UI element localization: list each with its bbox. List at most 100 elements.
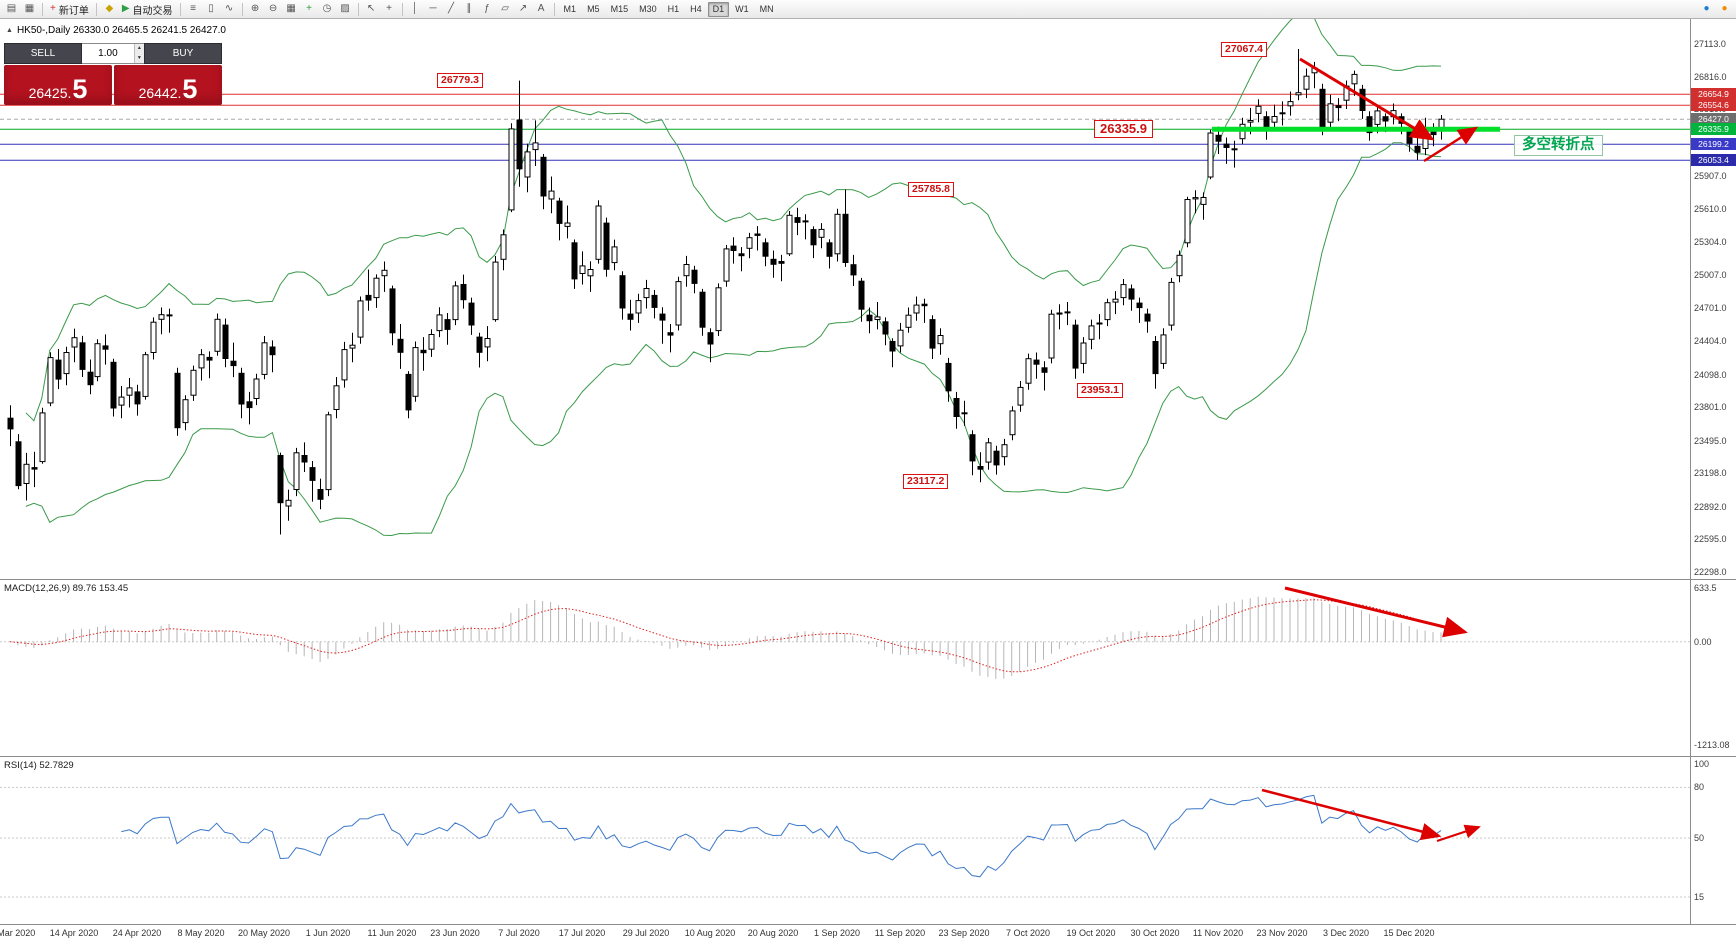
macd-canvas[interactable]	[0, 580, 1690, 756]
time-axis-label: 30 Oct 2020	[1130, 928, 1180, 938]
price-scale-label: 22298.0	[1694, 567, 1727, 577]
price-callout[interactable]: 23117.2	[903, 474, 949, 489]
time-axis-label: 3 Dec 2020	[1322, 928, 1370, 938]
periods-button[interactable]: ◷	[319, 1, 336, 17]
price-scale-badge: 26335.9	[1691, 123, 1736, 135]
price-scale-label: 22595.0	[1694, 534, 1727, 544]
time-axis-label: 29 Jul 2020	[622, 928, 670, 938]
sell-button[interactable]: SELL	[4, 43, 82, 64]
price-scale-label: 23198.0	[1694, 468, 1727, 478]
community-button[interactable]: ●	[1698, 1, 1715, 17]
buy-button[interactable]: BUY	[144, 43, 222, 64]
new-order-button[interactable]: + 新订单	[47, 1, 92, 17]
zoom-in-button[interactable]: ⊕	[247, 1, 264, 17]
timeframe-h4-button[interactable]: H4	[690, 4, 702, 14]
grid-button[interactable]: ▦	[283, 1, 300, 17]
price-chart-panel[interactable]: ▲ HK50-,Daily 26330.0 26465.5 26241.5 26…	[0, 19, 1736, 580]
price-scale-badge: 26427.0	[1691, 113, 1736, 125]
timeframe-mn-button[interactable]: MN	[759, 4, 774, 14]
price-callout[interactable]: 26779.3	[437, 73, 483, 88]
time-axis[interactable]: 31 Mar 2020 14 Apr 2020 24 Apr 2020 8 May 2…	[0, 925, 1736, 943]
price-scale[interactable]: 27113.026816.026519.026213.025907.025610…	[1690, 19, 1736, 579]
horizontal-line-icon: ─	[429, 3, 437, 14]
macd-signal-line	[9, 599, 1442, 673]
candlestick-chart-type-icon: ▯	[208, 3, 214, 14]
vertical-line-icon: │	[411, 3, 419, 14]
arrow-object-button[interactable]: ↗	[515, 1, 532, 17]
trendline-button[interactable]: ╱	[443, 1, 460, 17]
time-axis-label: 23 Sep 2020	[938, 928, 990, 938]
time-axis-label: 19 Oct 2020	[1066, 928, 1116, 938]
price-callout[interactable]: 25785.8	[908, 182, 954, 197]
candlestick-chart-type-button[interactable]: ▯	[203, 1, 220, 17]
main-chart-canvas[interactable]	[0, 19, 1690, 579]
sell-price-main: 26425.	[28, 84, 72, 101]
turning-point-note[interactable]: 多空转折点	[1514, 135, 1603, 156]
price-scale-label: 22892.0	[1694, 502, 1727, 512]
timeframe-h1-button[interactable]: H1	[667, 4, 680, 14]
fibonacci-button[interactable]: ƒ	[479, 1, 496, 17]
timeframe-m15-button[interactable]: M15	[610, 4, 629, 14]
price-scale-badge: 26199.2	[1691, 138, 1736, 150]
templates-button[interactable]: ▨	[337, 1, 354, 17]
line-chart-type-icon: ∿	[224, 3, 234, 14]
price-scale-label: 23495.0	[1694, 436, 1727, 446]
crosshair-button[interactable]: +	[381, 1, 398, 17]
symbol-ohlc-text: HK50-,Daily 26330.0 26465.5 26241.5 2642…	[16, 25, 226, 36]
macd-indicator-panel[interactable]: MACD(12,26,9) 89.76 153.45 633.5 0.00 -121…	[0, 580, 1736, 757]
bar-chart-type-button[interactable]: ≡	[185, 1, 202, 17]
volume-decrease-button[interactable]: ▼	[134, 53, 144, 63]
shapes-button[interactable]: ▱	[497, 1, 514, 17]
trendline-icon: ╱	[448, 3, 455, 14]
rsi-line	[121, 794, 1442, 878]
price-scale-label: 26816.0	[1694, 72, 1727, 82]
chart-profiles-button[interactable]: ▦	[21, 1, 38, 17]
volume-input[interactable]	[82, 44, 134, 63]
channel-button[interactable]: ∥	[461, 1, 478, 17]
metaeditor-button[interactable]: ◆	[101, 1, 118, 17]
zoom-out-button[interactable]: ⊖	[265, 1, 282, 17]
macd-histogram	[17, 596, 1442, 679]
templates-icon: ▨	[340, 3, 350, 14]
line-chart-type-button[interactable]: ∿	[221, 1, 238, 17]
toolbar-separator	[179, 2, 181, 16]
autotrade-button-label: 自动交易	[132, 5, 173, 17]
buy-price-pip: 5	[182, 74, 198, 105]
main-toolbar: ▤ ▦ + 新订单 ◆ ▶ 自动交易 ≡ ▯ ∿ ⊕ ⊖ ▦ + ◷ ▨ ↖ + │ ─ ╱ ∥ ƒ ▱ ↗ A M1 M5 M15 M3…	[0, 0, 1736, 19]
zoom-in-icon: ⊕	[250, 3, 260, 14]
rsi-canvas[interactable]	[0, 757, 1690, 924]
price-callout[interactable]: 23953.1	[1077, 383, 1123, 398]
autotrade-icon: ▶	[121, 3, 130, 14]
macd-label: MACD(12,26,9) 89.76 153.45	[4, 583, 129, 594]
timeframe-w1-button[interactable]: W1	[735, 4, 749, 14]
vertical-line-button[interactable]: │	[407, 1, 424, 17]
buy-price-box[interactable]: 26442. 5	[114, 65, 222, 105]
timeframe-m5-button[interactable]: M5	[587, 4, 600, 14]
cursor-button[interactable]: ↖	[363, 1, 380, 17]
sell-price-box[interactable]: 26425. 5	[4, 65, 112, 105]
price-callout[interactable]: 27067.4	[1221, 42, 1267, 57]
zoom-out-icon: ⊖	[268, 3, 278, 14]
arrow-object-icon: ↗	[518, 3, 528, 14]
sell-price-pip: 5	[72, 74, 88, 105]
time-axis-label: 1 Sep 2020	[813, 928, 861, 938]
rsi-indicator-panel[interactable]: RSI(14) 52.7829 100 80 50 15	[0, 757, 1736, 925]
notification-button[interactable]: ●	[1716, 1, 1733, 17]
price-scale-label: 24098.0	[1694, 370, 1727, 380]
rsi-scale-label: 80	[1694, 782, 1705, 792]
timeframe-m30-button[interactable]: M30	[639, 4, 657, 14]
toolbar-separator	[241, 2, 243, 16]
price-scale-label: 25907.0	[1694, 171, 1727, 181]
indicators-button[interactable]: +	[301, 1, 318, 17]
horizontal-line-button[interactable]: ─	[425, 1, 442, 17]
autotrade-button[interactable]: ▶ 自动交易	[119, 1, 176, 17]
text-object-button[interactable]: A	[533, 1, 550, 17]
price-callout[interactable]: 26335.9	[1094, 120, 1153, 138]
price-scale-label: 25304.0	[1694, 237, 1727, 247]
timeframe-d1-button[interactable]: D1	[707, 1, 730, 17]
time-axis-label: 7 Oct 2020	[1005, 928, 1051, 938]
timeframe-m1-button[interactable]: M1	[563, 4, 577, 14]
open-chart-button[interactable]: ▤	[3, 1, 20, 17]
volume-increase-button[interactable]: ▲	[134, 44, 144, 54]
